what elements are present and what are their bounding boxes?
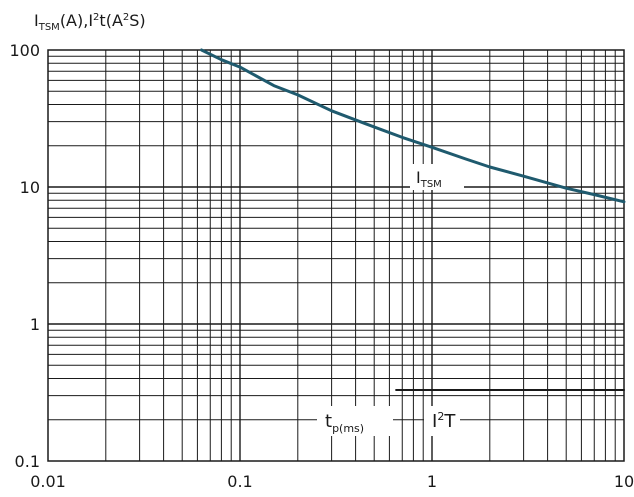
series-i2t-label-sup: 2: [437, 410, 444, 423]
y-tick-labels: 0.1 1 10 100: [9, 41, 40, 471]
y-axis-label-part: t(A: [99, 11, 123, 30]
x-axis-label: tp(ms): [325, 411, 364, 435]
series-itsm-line: [200, 48, 626, 204]
y-axis-label-part: I: [34, 11, 39, 30]
x-tick-labels: 0.01 0.1 1 10: [30, 472, 634, 491]
label-gap: [424, 406, 460, 436]
series-i2t-label-main: I: [432, 411, 437, 432]
series-itsm-label-sub: TSM: [420, 179, 442, 190]
x-tick-label: 0.01: [30, 472, 66, 491]
y-axis-label-sup: 2: [123, 12, 129, 23]
x-tick-label: 0.1: [227, 472, 252, 491]
x-tick-label: 10: [614, 472, 634, 491]
x-axis-label-main: t: [325, 411, 332, 432]
series-itsm-label: ITSM: [416, 168, 442, 190]
label-gap: [410, 164, 464, 190]
y-axis-label-part: S): [129, 11, 145, 30]
label-gaps: [317, 164, 464, 436]
series-layer: [200, 48, 626, 391]
y-tick-label: 10: [20, 178, 40, 197]
y-axis-label: ITSM(A),I2t(A2S): [34, 11, 146, 33]
y-tick-label: 0.1: [15, 452, 40, 471]
y-axis-label-sup: 2: [93, 12, 99, 23]
y-axis-label-part: (A),I: [60, 11, 93, 30]
series-i2t-label: I2T: [432, 410, 456, 432]
y-tick-label: 1: [30, 315, 40, 334]
series-i2t-label-tail: T: [443, 411, 456, 432]
x-axis-label-sub: p(ms): [332, 422, 364, 435]
label-gap: [317, 406, 393, 436]
y-axis-label-sub: TSM: [38, 22, 60, 33]
series-itsm-label-main: I: [416, 168, 421, 187]
y-tick-label: 100: [9, 41, 40, 60]
grid: [48, 50, 624, 461]
x-tick-label: 1: [427, 472, 437, 491]
plot-frame: [47, 49, 625, 462]
